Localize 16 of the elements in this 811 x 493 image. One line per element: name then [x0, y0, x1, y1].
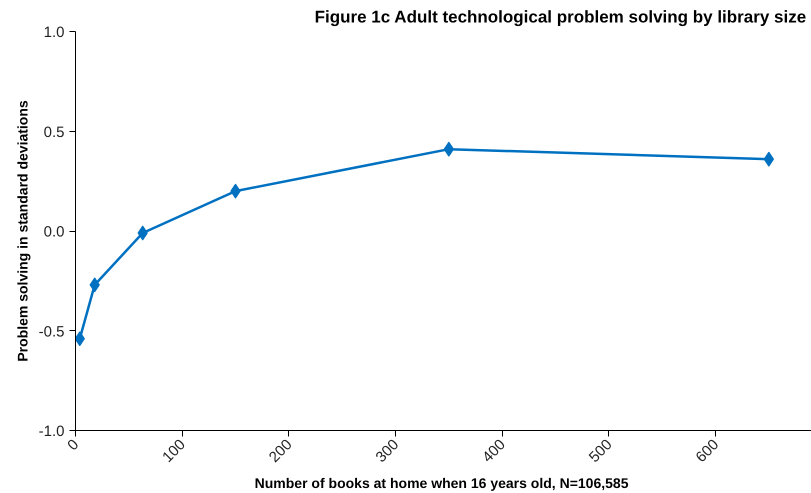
x-tick-label: 100	[159, 436, 189, 466]
y-tick-label: -0.5	[38, 323, 65, 340]
x-tick-label: 300	[372, 436, 402, 466]
x-tick-label: 400	[479, 436, 509, 466]
y-tick-label: 0.0	[44, 224, 65, 240]
point	[230, 184, 241, 199]
chart-title: Figure 1c Adult technological problem solving by library size	[314, 8, 806, 26]
x-tick-label: 500	[586, 436, 616, 466]
x-axis-title: Number of books at home when 16 years old, N=106,585	[254, 474, 629, 491]
y-axis-title: Problem solving in standard deviations	[14, 100, 31, 362]
x-tick-label: 0	[64, 436, 82, 454]
x-tick-label: 200	[266, 436, 296, 466]
y-tick-label: 0.5	[44, 124, 65, 141]
y-tick-label: 1.0	[44, 24, 65, 41]
x-tick-label: 600	[692, 436, 722, 466]
y-tick-label: -1.0	[38, 423, 65, 440]
